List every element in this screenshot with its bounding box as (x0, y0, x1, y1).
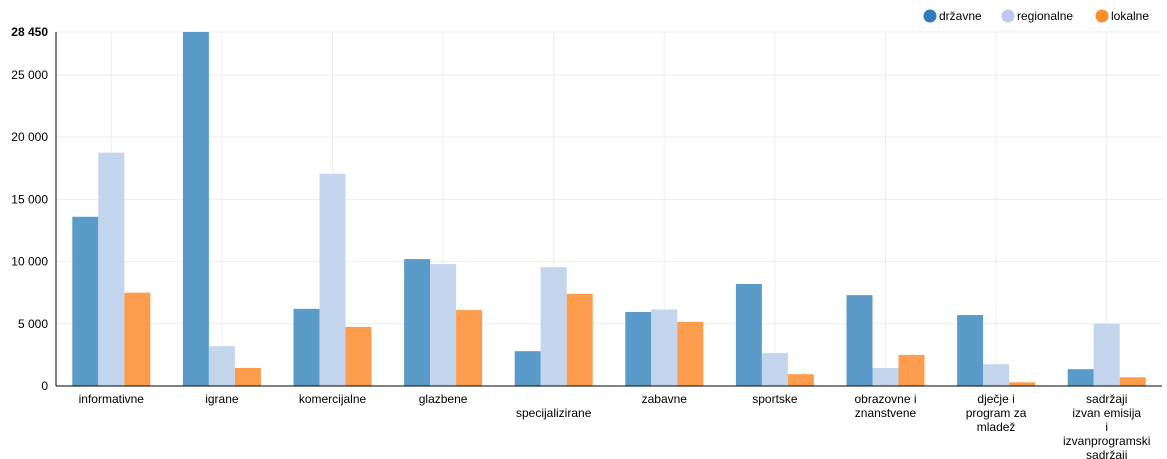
y-tick-label: 5 000 (18, 317, 48, 331)
bar-lokalne-7[interactable] (898, 354, 925, 386)
x-tick-label: izvanprogramski (1063, 434, 1150, 448)
x-tick-label: specijalizirane (516, 406, 592, 420)
bar-regionalne-1[interactable] (208, 346, 235, 386)
bar-lokalne-9[interactable] (1119, 377, 1146, 386)
bar-državne-7[interactable] (846, 295, 873, 386)
bar-lokalne-5[interactable] (677, 321, 704, 386)
bar-regionalne-9[interactable] (1093, 323, 1120, 386)
y-tick-label: 20 000 (11, 130, 48, 144)
x-axis: informativne igrane komercijalne glazbene sp… (56, 385, 1162, 459)
x-tick-label: izvan emisija (1072, 406, 1141, 420)
bar-državne-5[interactable] (625, 311, 652, 386)
legend-item-regionalne[interactable]: regionalne (1001, 9, 1074, 23)
bar-lokalne-6[interactable] (787, 374, 814, 386)
bar-lokalne-2[interactable] (345, 326, 372, 386)
legend-label: državne (939, 9, 982, 23)
legend-swatch (923, 9, 937, 23)
y-tick-label: 28 450 (11, 25, 48, 39)
x-tick-label: sadržaji (1086, 392, 1127, 406)
y-tick-label: 25 000 (11, 68, 48, 82)
x-tick-label: dječje i (977, 392, 1014, 406)
bar-regionalne-2[interactable] (319, 173, 346, 386)
x-tick-label: glazbene (419, 392, 468, 406)
x-tick-label: komercijalne (299, 392, 367, 406)
x-tick-label: mladež (977, 420, 1016, 434)
bar-regionalne-7[interactable] (872, 367, 899, 386)
bar-lokalne-4[interactable] (566, 293, 593, 386)
legend-label: lokalne (1111, 9, 1149, 23)
bar-regionalne-4[interactable] (540, 267, 567, 386)
x-tick-label: obrazovne i (854, 392, 916, 406)
bar-državne-0[interactable] (72, 216, 99, 386)
y-tick-label: 15 000 (11, 192, 48, 206)
x-tick-label: igrane (205, 392, 239, 406)
bar-regionalne-5[interactable] (651, 309, 678, 386)
bar-državne-3[interactable] (404, 259, 431, 386)
x-tick-label: sadržaji (1086, 448, 1127, 459)
legend[interactable]: državne regionalne lokalne (923, 9, 1150, 23)
bar-lokalne-0[interactable] (124, 292, 151, 386)
x-tick-label: informativne (79, 392, 145, 406)
legend-swatch (1001, 9, 1015, 23)
bars (72, 32, 1146, 386)
legend-item-lokalne[interactable]: lokalne (1095, 9, 1150, 23)
x-tick-label: znanstvene (855, 406, 917, 420)
x-tick-label: zabavne (642, 392, 688, 406)
legend-swatch (1095, 9, 1109, 23)
bar-državne-8[interactable] (957, 315, 984, 386)
bar-regionalne-0[interactable] (98, 152, 125, 386)
x-tick-label: i (1105, 420, 1108, 434)
x-tick-label: program za (966, 406, 1027, 420)
bar-lokalne-8[interactable] (1009, 382, 1036, 386)
bar-državne-1[interactable] (182, 32, 209, 386)
legend-item-državne[interactable]: državne (923, 9, 983, 23)
legend-label: regionalne (1017, 9, 1073, 23)
bar-državne-2[interactable] (293, 308, 320, 386)
y-tick-label: 0 (41, 379, 48, 393)
bar-regionalne-8[interactable] (983, 364, 1010, 386)
bar-regionalne-6[interactable] (761, 353, 788, 386)
y-axis: 0 5 000 10 000 15 000 20 000 25 000 28 450 (11, 25, 57, 393)
x-tick-label: sportske (752, 392, 798, 406)
bar-regionalne-3[interactable] (430, 264, 457, 386)
grid (56, 31, 1162, 386)
y-tick-label: 10 000 (11, 255, 48, 269)
bar-državne-6[interactable] (735, 283, 762, 386)
bar-lokalne-1[interactable] (234, 367, 261, 386)
bar-lokalne-3[interactable] (456, 310, 483, 386)
bar-državne-4[interactable] (514, 351, 541, 386)
bar-državne-9[interactable] (1067, 369, 1094, 386)
